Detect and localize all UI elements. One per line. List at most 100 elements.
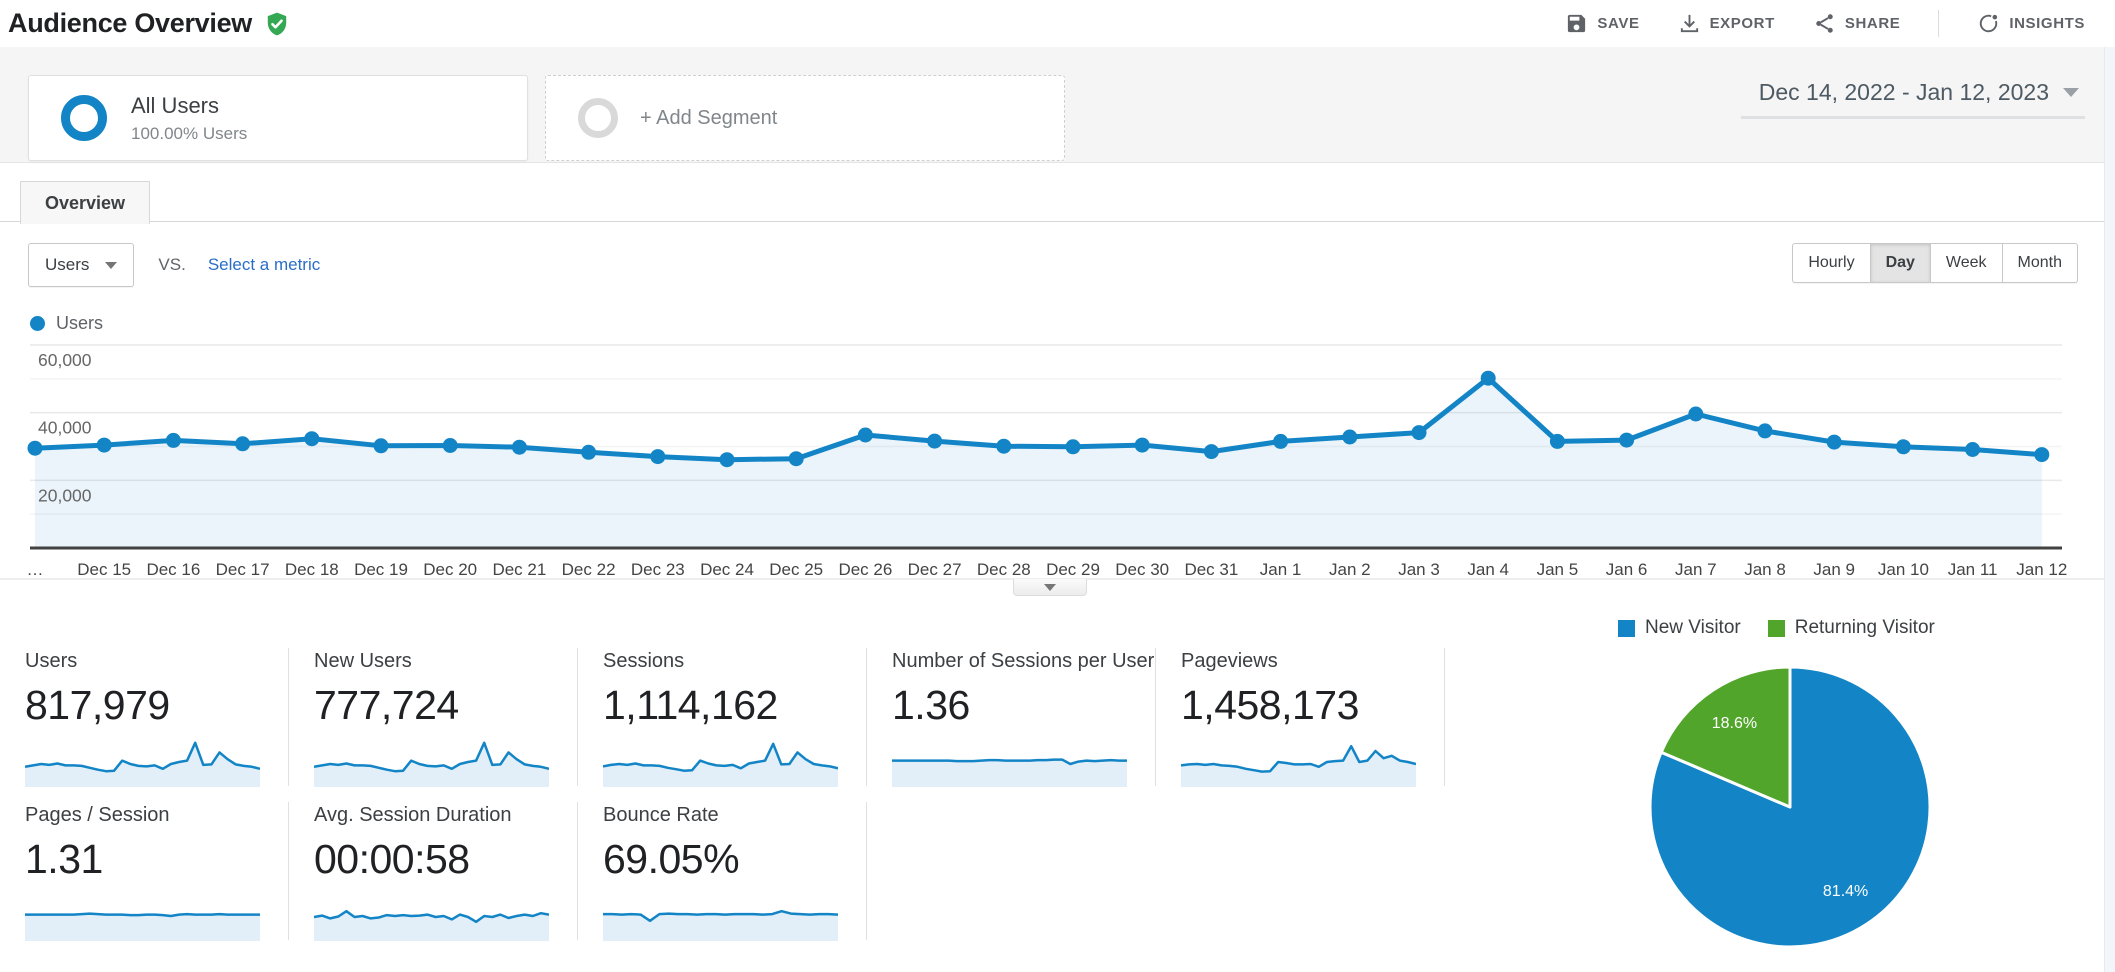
svg-text:Dec 22: Dec 22: [562, 560, 616, 579]
chart-legend: Users: [30, 313, 103, 334]
save-button[interactable]: SAVE: [1565, 12, 1639, 35]
date-range-text: Dec 14, 2022 - Jan 12, 2023: [1758, 79, 2049, 105]
tab-strip: Overview: [0, 181, 2115, 224]
svg-text:Jan 12: Jan 12: [2016, 560, 2067, 579]
pie-legend: New Visitor Returning Visitor: [1618, 617, 1962, 639]
scorecard-value: 777,724: [314, 682, 459, 728]
scorecard-value: 69.05%: [603, 836, 740, 882]
svg-text:Jan 9: Jan 9: [1813, 560, 1855, 579]
select-a-metric-link[interactable]: Select a metric: [207, 255, 321, 274]
svg-text:Dec 24: Dec 24: [700, 560, 754, 579]
svg-text:Jan 5: Jan 5: [1537, 560, 1579, 579]
scrollbar-track[interactable]: [2104, 47, 2115, 972]
tab-overview[interactable]: Overview: [20, 181, 151, 224]
svg-text:Jan 7: Jan 7: [1675, 560, 1717, 579]
segment-title: All Users: [131, 92, 220, 118]
legend-swatch-icon: [1767, 619, 1785, 637]
chevron-down-icon: [2063, 88, 2079, 97]
pie-legend-item-new-visitor[interactable]: New Visitor: [1618, 617, 1741, 639]
svg-text:40,000: 40,000: [38, 418, 92, 438]
scorecard-label: Bounce Rate: [603, 804, 719, 826]
svg-text:Dec 19: Dec 19: [354, 560, 408, 579]
scorecard-sparkline: [25, 912, 260, 941]
scorecard-sessions[interactable]: Sessions 1,114,162: [578, 648, 867, 787]
scorecard-bounce-rate[interactable]: Bounce Rate 69.05%: [578, 802, 867, 941]
svg-text:Jan 4: Jan 4: [1467, 560, 1509, 579]
scorecard-value: 817,979: [25, 682, 170, 728]
svg-text:81.4%: 81.4%: [1823, 883, 1868, 900]
svg-text:60,000: 60,000: [38, 350, 92, 370]
scorecard-sparkline: [314, 909, 549, 941]
svg-text:Dec 30: Dec 30: [1115, 560, 1169, 579]
svg-text:Dec 18: Dec 18: [285, 560, 339, 579]
add-segment-ring-icon: [578, 98, 618, 138]
insights-label: INSIGHTS: [2009, 15, 2085, 32]
granularity-day[interactable]: Day: [1870, 243, 1931, 283]
svg-text:Dec 23: Dec 23: [631, 560, 685, 579]
scorecard-number-of-sessions-per-user[interactable]: Number of Sessions per User 1.36: [867, 648, 1156, 787]
svg-text:20,000: 20,000: [38, 485, 92, 505]
segment-chip-all-users[interactable]: All Users 100.00% Users: [28, 75, 528, 161]
scorecard-pageviews[interactable]: Pageviews 1,458,173: [1156, 648, 1445, 787]
scorecard-value: 1,114,162: [603, 682, 778, 728]
scorecards: Users 817,979 New Users 777,724 Sessions 1,11…: [0, 648, 1460, 956]
scorecard-sparkline: [314, 741, 549, 787]
scorecard-new-users[interactable]: New Users 777,724: [289, 648, 578, 787]
svg-text:…: …: [27, 560, 44, 579]
svg-text:Dec 21: Dec 21: [492, 560, 546, 579]
share-button[interactable]: SHARE: [1813, 12, 1901, 35]
share-icon: [1813, 12, 1836, 35]
granularity-toggle: Hourly Day Week Month: [1792, 243, 2078, 283]
date-range-selector[interactable]: Dec 14, 2022 - Jan 12, 2023: [1740, 75, 2085, 119]
scorecard-sparkline: [1181, 744, 1416, 787]
metric-dropdown[interactable]: Users: [28, 243, 135, 287]
svg-text:Jan 6: Jan 6: [1606, 560, 1648, 579]
svg-text:Dec 16: Dec 16: [146, 560, 200, 579]
svg-text:Dec 27: Dec 27: [908, 560, 962, 579]
visitor-type-pie-chart[interactable]: 81.4% 18.6%: [1640, 657, 1940, 957]
svg-text:Jan 3: Jan 3: [1398, 560, 1440, 579]
scorecard-sparkline: [603, 742, 838, 787]
save-label: SAVE: [1597, 15, 1640, 32]
legend-dot-icon: [30, 316, 45, 331]
metric-controls: Users VS. Select a metric: [28, 243, 320, 287]
insights-button[interactable]: INSIGHTS: [1977, 12, 2085, 35]
scorecard-label: Users: [25, 650, 78, 672]
scorecard-avg-session-duration[interactable]: Avg. Session Duration 00:00:58: [289, 802, 578, 941]
legend-swatch-icon: [1618, 619, 1635, 637]
metric-dropdown-label: Users: [45, 255, 90, 274]
segment-band: All Users 100.00% Users + Add Segment De…: [0, 47, 2115, 163]
scorecard-pages-session[interactable]: Pages / Session 1.31: [0, 802, 289, 941]
svg-text:Dec 17: Dec 17: [216, 560, 270, 579]
header-actions: SAVE EXPORT SHARE INSIGHTS: [1527, 0, 2085, 47]
share-label: SHARE: [1844, 15, 1901, 32]
scorecard-label: Number of Sessions per User: [892, 650, 1155, 672]
granularity-hourly[interactable]: Hourly: [1792, 243, 1871, 283]
granularity-month[interactable]: Month: [2002, 243, 2078, 283]
svg-text:Dec 28: Dec 28: [977, 560, 1031, 579]
chart-expander-button[interactable]: [1013, 579, 1087, 596]
scorecard-label: Avg. Session Duration: [314, 804, 512, 826]
svg-text:Jan 2: Jan 2: [1329, 560, 1371, 579]
export-button[interactable]: EXPORT: [1678, 12, 1775, 35]
add-segment-chip[interactable]: + Add Segment: [545, 75, 1065, 161]
scorecard-sparkline: [603, 909, 838, 941]
svg-text:Dec 25: Dec 25: [769, 560, 823, 579]
svg-text:Dec 20: Dec 20: [423, 560, 477, 579]
svg-text:18.6%: 18.6%: [1712, 715, 1757, 732]
export-label: EXPORT: [1709, 15, 1775, 32]
svg-text:Dec 15: Dec 15: [77, 560, 131, 579]
scorecard-users[interactable]: Users 817,979: [0, 648, 289, 787]
scorecard-sparkline: [892, 758, 1127, 787]
header-bar: Audience Overview SAVE EXPORT SHARE INSIGHT…: [0, 0, 2115, 47]
pie-legend-item-returning-visitor[interactable]: Returning Visitor: [1767, 617, 1935, 639]
pie-legend-label: New Visitor: [1645, 617, 1741, 638]
users-line-chart[interactable]: 20,000 40,000 60,000 … Dec 15 Dec 16 Dec 17 Dec…: [0, 338, 2115, 584]
scorecard-value: 1.36: [892, 682, 970, 728]
svg-text:Dec 29: Dec 29: [1046, 560, 1100, 579]
scorecard-label: Pages / Session: [25, 804, 170, 826]
page-title: Audience Overview: [8, 8, 253, 38]
chart-legend-label: Users: [56, 313, 104, 333]
segment-ring-icon: [61, 95, 107, 141]
granularity-week[interactable]: Week: [1930, 243, 2003, 283]
